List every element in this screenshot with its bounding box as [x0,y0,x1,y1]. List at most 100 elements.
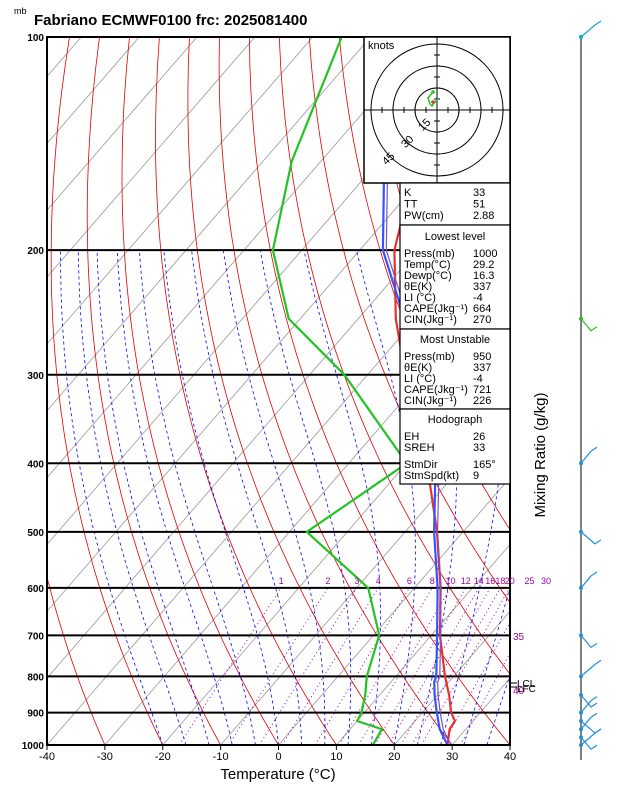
wind-barb [580,20,602,38]
pressure-tick-label: 100 [27,33,44,44]
isotherm-line [393,610,510,745]
index-name: TT [404,199,418,211]
panel-row-label: θE(K) [404,362,432,374]
panel-row-value: 1000 [473,248,497,260]
isotherm-line [104,276,510,745]
moist-adiabat [222,250,326,745]
moist-adiabat [163,250,279,745]
panel-section-title: Most Unstable [420,334,490,346]
isotherm-line [336,543,510,745]
isotherm-line [47,142,510,679]
dry-adiabat [609,37,618,745]
dry-adiabat [278,37,510,675]
wind-barb [580,659,602,677]
mixing-ratio-line [281,587,379,745]
virtual-temperature-profile [385,79,452,745]
panel-row-value: 16.3 [473,270,494,282]
mixing-ratio-line [459,652,510,745]
panel-section-title: Hodograph [428,414,482,426]
dry-adiabat [187,37,395,745]
wind-barb [580,728,602,746]
pressure-tick-label: 300 [27,371,44,382]
mixing-ratio-line [388,587,480,745]
wind-barb [580,446,598,464]
moist-adiabat [259,250,352,745]
dry-adiabat [218,37,453,745]
mixing-ratio-label: 6 [407,576,412,586]
pressure-tick-label: 500 [27,528,44,539]
mixing-ratio-line [358,587,451,745]
mixing-ratio-line [338,587,433,745]
mb-unit-label: mb [14,6,27,16]
temperature-tick-label: -40 [39,751,55,763]
pressure-tick-label: 600 [27,584,44,595]
panel-row-label: StmSpd(kt) [404,470,459,482]
index-name: K [404,187,412,199]
panel-section-title: Lowest level [425,231,486,243]
isotherm-line [47,37,371,412]
temperature-tick-label: 0 [275,751,281,763]
wind-barb [580,318,598,332]
dry-adiabat [47,575,106,745]
wind-barb [580,696,598,713]
panel-row-label: CAPE(Jkg⁻¹) [404,384,468,396]
isotherm-line [220,410,510,745]
isotherm-line [278,477,510,745]
pressure-tick-label: 800 [27,672,44,683]
panel-row-label: Press(mb) [404,351,455,363]
stability-panel: K 33 TT 51 PW(cm) 2.88 Lowest level Press(mb) 10… [399,182,511,485]
index-value: 51 [473,199,485,211]
lfc-label: LFC [517,684,536,695]
dry-adiabat [249,37,510,745]
temperature-tick-label: 30 [446,751,458,763]
index-name: PW(cm) [404,210,444,222]
pressure-tick-label: 700 [27,631,44,642]
panel-row-value: -4 [473,373,483,385]
hodograph-units: knots [368,40,395,52]
right-tick-40: 40 [513,686,525,697]
panel-row-label: LI (°C) [404,292,436,304]
dry-adiabat [155,37,337,745]
temperature-tick-label: -30 [97,751,113,763]
isotherm-line [47,209,510,745]
mixing-ratio-line [421,587,510,745]
panel-row-value: 337 [473,362,491,374]
right-axis-label: Mixing Ratio (g/kg) [532,392,549,517]
mixing-ratio-line [411,587,501,745]
panel-row-value: 33 [473,442,485,454]
mixing-ratio-label: 25 [524,576,534,586]
wind-barb [580,634,598,649]
mixing-ratio-line [314,587,410,745]
wind-barb [580,531,602,545]
hodograph: knots 15 30 45 [363,36,511,184]
mixing-ratio-label: 20 [505,576,515,586]
temperature-tick-label: 20 [388,751,400,763]
dry-adiabat [50,37,164,745]
panel-row-label: CIN(Jkg⁻¹) [404,314,457,326]
panel-row-label: Press(mb) [404,248,455,260]
panel-row-label: SREH [404,442,435,454]
panel-row-value: 950 [473,351,491,363]
mixing-ratio-line [178,587,282,745]
mixing-ratio-label: 4 [376,576,381,586]
lcl-label: LCL [517,679,536,690]
mixing-ratio-label: 30 [541,576,551,586]
mixing-ratio-line [374,587,467,745]
panel-row-value: 721 [473,384,491,396]
pressure-tick-label: 900 [27,709,44,720]
panel-row-value: 165° [473,459,496,471]
hodograph-trace [427,91,439,108]
panel-row-label: StmDir [404,459,438,471]
panel-row-label: LI (°C) [404,373,436,385]
mixing-ratio-label: 10 [445,576,455,586]
isotherm-line [47,37,429,479]
panel-row-value: 337 [473,281,491,293]
x-axis-label: Temperature (°C) [220,766,335,783]
dry-adiabat [579,37,618,745]
wind-barb [580,694,598,708]
mixing-ratio-label: 2 [325,576,330,586]
mixing-ratio-label: 18 [495,576,505,586]
temperature-tick-label: 10 [330,751,342,763]
wind-barb [580,571,598,589]
